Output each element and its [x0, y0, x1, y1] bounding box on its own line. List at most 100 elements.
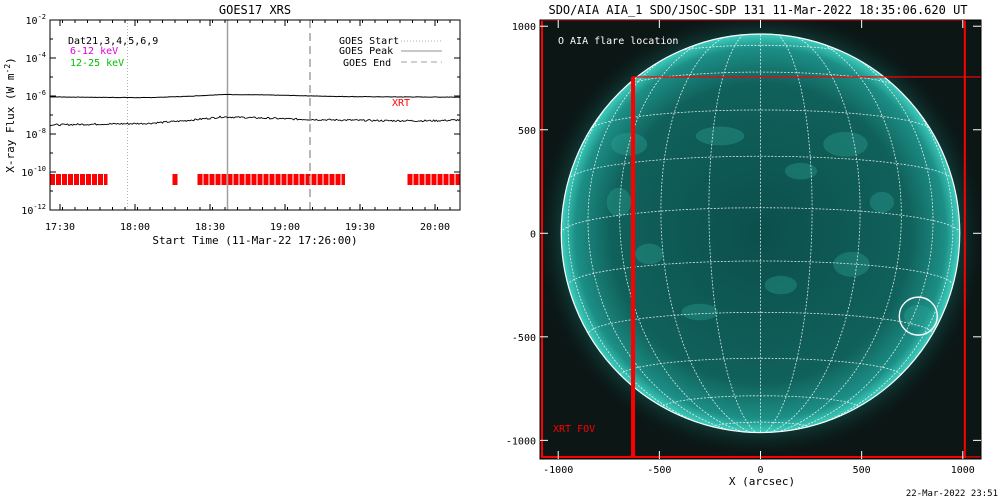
- xrt-coverage-segment: [455, 174, 460, 185]
- longitude-line: [708, 34, 761, 433]
- xrt-coverage-segment: [80, 174, 85, 185]
- xrt-coverage-segment: [425, 174, 431, 185]
- xrt-coverage-segment: [68, 174, 73, 185]
- xrt-coverage-segment: [245, 174, 251, 185]
- xrt-coverage-segment: [92, 174, 97, 185]
- xrt-coverage-segment: [335, 174, 341, 185]
- aia-x-tick-label: 500: [853, 465, 871, 476]
- aia-y-tick-label: 1000: [512, 22, 536, 33]
- y-tick-label: 10-12: [21, 203, 46, 217]
- xrt-label: XRT: [392, 98, 410, 109]
- longitude-line: [760, 34, 861, 433]
- xrt-coverage-segment: [407, 174, 413, 185]
- goes-series-line: [50, 115, 461, 127]
- goes-y-axis-label-sup: -2: [3, 64, 12, 74]
- xrt-coverage-segment: [269, 174, 275, 185]
- xrt-coverage-segment: [275, 174, 281, 185]
- active-region-patch: [784, 162, 818, 180]
- y-tick-label: 10-6: [26, 89, 46, 103]
- xrt-coverage-segment: [299, 174, 305, 185]
- solar-limb: [560, 33, 961, 434]
- goes-flux-series: [50, 93, 461, 127]
- aia-y-tick-label: -1000: [506, 436, 536, 447]
- latitude-line: [621, 71, 900, 88]
- y-tick-label-base: 10: [26, 54, 38, 65]
- longitude-line: [587, 34, 761, 433]
- active-region-patch: [823, 131, 868, 157]
- goes-event-markers: [127, 20, 311, 210]
- latitude-line: [567, 155, 954, 180]
- xrt-coverage-segment: [98, 174, 103, 185]
- xrt-coverage-segment: [419, 174, 425, 185]
- latitude-line: [587, 311, 934, 336]
- xrt-coverage-segment: [209, 174, 215, 185]
- xrt-coverage-segment: [431, 174, 437, 185]
- x-tick-label: 18:30: [195, 222, 225, 233]
- xrt-coverage-segment: [305, 174, 311, 185]
- goes-series-line: [50, 93, 461, 99]
- active-region-patch: [635, 243, 664, 265]
- aia-y-tick-label: -500: [512, 333, 536, 344]
- goes-y-axis-label: X-ray Flux (W m-2): [3, 57, 17, 173]
- aia-image-panel: SDO/AIA AIA_1 SDO/JSOC-SDP 131 11-Mar-20…: [506, 3, 998, 499]
- y-tick-label: 10-8: [26, 127, 46, 141]
- aia-x-tick-label: -500: [647, 465, 671, 476]
- longitude-line: [660, 34, 761, 433]
- xrt-coverage-segment: [443, 174, 449, 185]
- active-region-patch: [764, 275, 797, 295]
- xrt-coverage-segment: [413, 174, 419, 185]
- solar-disk: [561, 34, 960, 433]
- y-tick-label: 10-2: [26, 13, 46, 27]
- x-tick-label: 19:30: [345, 222, 375, 233]
- xrt-coverage-bars: [50, 174, 460, 185]
- xrt-coverage-segment: [62, 174, 67, 185]
- xrt-coverage-segment: [56, 174, 61, 185]
- x-tick-label: 18:00: [120, 222, 150, 233]
- xrt-coverage-segment: [104, 174, 108, 185]
- y-tick-label-base: 10: [26, 130, 38, 141]
- legend-goes-peak: GOES Peak: [339, 46, 393, 57]
- goes-y-axis-label-main: X-ray Flux (W m: [4, 73, 17, 173]
- xrt-coverage-segment: [221, 174, 227, 185]
- dat-label: Dat21,3,4,5,6,9: [68, 36, 158, 47]
- xrt-coverage-segment: [311, 174, 317, 185]
- xrt-coverage-segment: [437, 174, 443, 185]
- aia-x-ticks: -1000 -500 0 500 1000: [543, 20, 975, 476]
- active-region-patch: [606, 187, 632, 217]
- xrt-fov-label: XRT FOV: [553, 424, 595, 435]
- active-region-patch: [695, 126, 745, 146]
- xrt-coverage-segment: [215, 174, 221, 185]
- aia-y-ticks: 1000 500 0 -500 -1000: [506, 22, 981, 447]
- flare-location-marker: [898, 296, 938, 336]
- xrt-coverage-segment: [329, 174, 335, 185]
- channel-low-label: 6-12 keV: [70, 46, 118, 57]
- y-tick-label-exponent: -2: [38, 13, 46, 21]
- xrt-coverage-segment: [449, 174, 455, 185]
- xrt-coverage-segment: [86, 174, 91, 185]
- aia-x-tick-label: 1000: [951, 465, 975, 476]
- legend-goes-start: GOES Start: [339, 36, 399, 47]
- xrt-coverage-segment: [50, 174, 55, 185]
- y-tick-label-exponent: -6: [38, 89, 46, 97]
- xrt-coverage-segment: [257, 174, 263, 185]
- aia-image-content: [540, 20, 981, 458]
- y-tick-label-exponent: -8: [38, 127, 46, 135]
- xrt-coverage-segment: [323, 174, 329, 185]
- aia-y-tick-label: 0: [530, 229, 536, 240]
- xrt-coverage-segment: [227, 174, 233, 185]
- legend-goes-end: GOES End: [343, 58, 391, 69]
- flare-legend: O AIA flare location: [558, 36, 678, 47]
- xrt-coverage-segment: [281, 174, 287, 185]
- xrt-coverage-segment: [74, 174, 79, 185]
- aia-x-tick-label: 0: [757, 465, 763, 476]
- goes-x-ticks: 17:30 18:00 18:30 19:00 19:30 20:00: [45, 20, 451, 233]
- xrt-coverage-segment: [317, 174, 323, 185]
- active-region-patch: [681, 303, 719, 321]
- xrt-coverage-segment: [293, 174, 299, 185]
- channel-high-label: 12-25 keV: [70, 58, 124, 69]
- xrt-coverage-segment: [233, 174, 239, 185]
- xrt-coverage-segment: [263, 174, 269, 185]
- xrt-coverage-segment: [203, 174, 209, 185]
